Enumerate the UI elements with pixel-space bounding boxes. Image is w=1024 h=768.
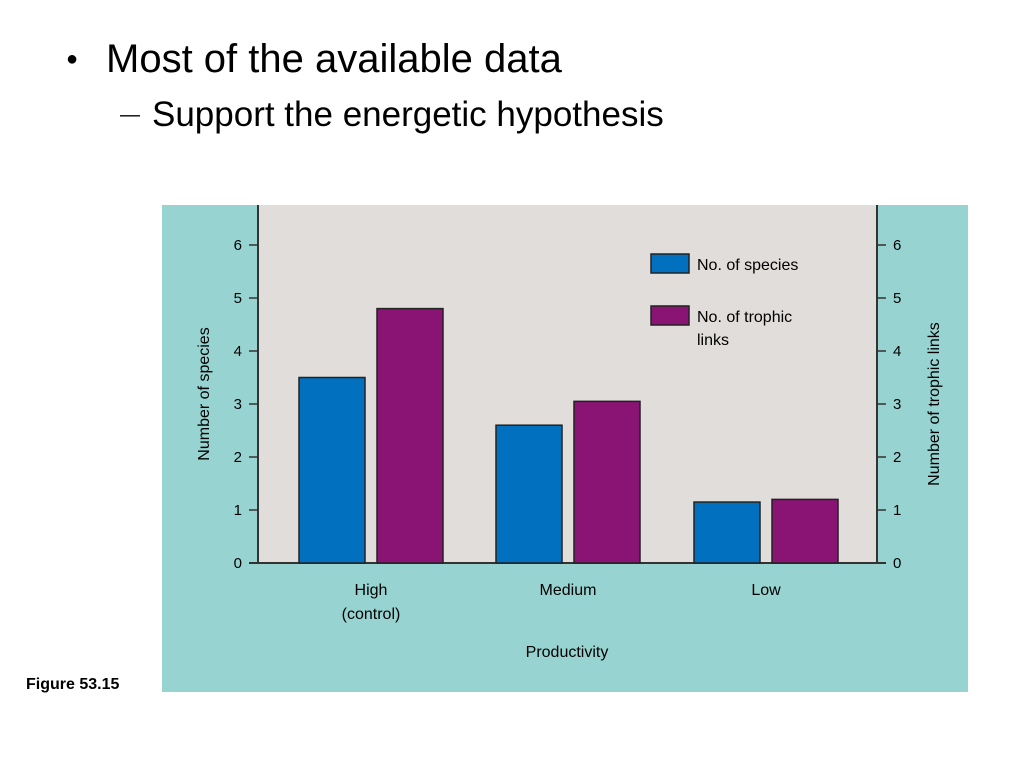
y-tick-label-left: 5	[234, 290, 242, 307]
y-tick-label-right: 5	[893, 290, 901, 307]
x-axis-title: Productivity	[526, 644, 609, 661]
bullet-sub-text: Support the energetic hypothesis	[152, 95, 664, 134]
y-tick-label-right: 2	[893, 449, 901, 466]
y-tick-label-right: 4	[893, 343, 901, 360]
y-tick-label-left: 0	[234, 555, 242, 572]
y-tick-label-left: 3	[234, 396, 242, 413]
y-tick-label-left: 2	[234, 449, 242, 466]
y-tick-label-left: 6	[234, 237, 242, 254]
y-axis-title-right: Number of trophic links	[926, 322, 943, 486]
bar-trophic-links	[376, 307, 444, 564]
bullet-main-text: Most of the available data	[106, 37, 562, 81]
y-tick-label-right: 6	[893, 237, 901, 254]
figure-caption: Figure 53.15	[26, 676, 120, 693]
bar-trophic-links	[771, 498, 839, 564]
legend-label-species: No. of species	[697, 257, 798, 274]
category-label: High (control)	[342, 582, 401, 623]
y-tick-label-left: 1	[234, 502, 242, 519]
category-label: Low	[751, 582, 781, 599]
legend-swatch-trophic-links	[650, 305, 690, 326]
category-label: Medium	[540, 582, 597, 599]
legend-label-trophic-links: No. of trophic links	[697, 309, 792, 349]
y-tick-label-right: 1	[893, 502, 901, 519]
y-tick-label-right: 3	[893, 396, 901, 413]
y-tick-label-right: 0	[893, 555, 901, 572]
y-axis-title-left: Number of species	[196, 327, 213, 460]
bullet-dash-icon: —	[120, 104, 140, 126]
bar-trophic-links	[573, 400, 641, 564]
bullet-dot-icon: ●	[66, 48, 79, 70]
legend-swatch-species	[650, 253, 690, 274]
bar-species	[298, 376, 366, 564]
bar-species	[693, 501, 761, 564]
bar-species	[495, 424, 563, 564]
y-tick-label-left: 4	[234, 343, 242, 360]
